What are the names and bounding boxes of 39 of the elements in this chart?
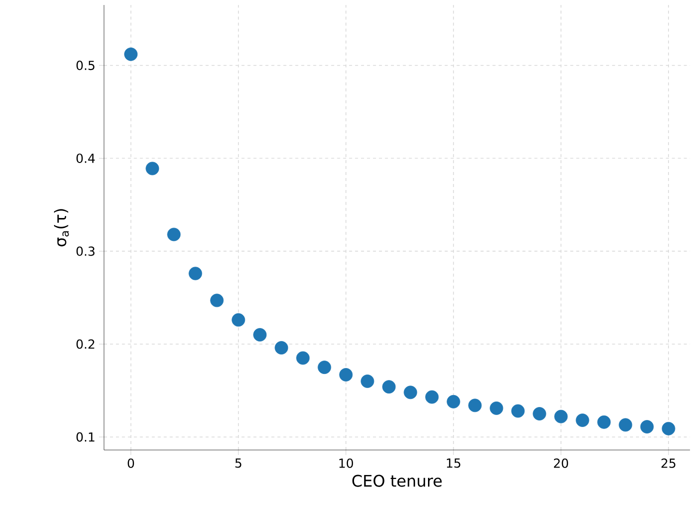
point: [232, 313, 246, 327]
x-axis-title: CEO tenure: [352, 474, 442, 487]
point: [146, 162, 160, 176]
y-tick-label: 0.2: [76, 339, 94, 349]
y-tick-label: 0.5: [76, 60, 94, 70]
point: [296, 351, 310, 365]
point: [532, 407, 546, 420]
y-tick-label: 0.3: [76, 246, 94, 256]
point: [662, 422, 676, 436]
point: [404, 386, 418, 400]
point: [468, 398, 482, 412]
point: [640, 420, 654, 434]
y-tick-label: 0.1: [76, 432, 94, 442]
x-tick-label: 5: [235, 458, 242, 468]
point: [425, 390, 439, 404]
point: [124, 48, 138, 61]
point: [511, 404, 525, 418]
point: [618, 418, 632, 432]
point: [188, 266, 202, 280]
point: [167, 228, 181, 242]
y-axis-title: σ$_{a}$(τ): [54, 209, 69, 246]
y-tick-label: 0.4: [76, 154, 95, 163]
point: [253, 328, 267, 342]
x-tick-label: 0: [128, 458, 134, 468]
point: [554, 410, 568, 424]
point: [576, 414, 590, 427]
point: [446, 394, 460, 408]
point: [382, 380, 396, 394]
x-tick-label: 15: [446, 458, 460, 468]
point: [274, 341, 288, 355]
x-tick-label: 25: [661, 458, 676, 468]
x-tick-label: 10: [339, 458, 354, 468]
point: [339, 368, 353, 382]
point: [360, 374, 374, 388]
point: [597, 415, 611, 429]
point: [210, 294, 224, 308]
point: [490, 401, 504, 415]
x-tick-label: 20: [554, 458, 568, 468]
point: [318, 360, 332, 374]
